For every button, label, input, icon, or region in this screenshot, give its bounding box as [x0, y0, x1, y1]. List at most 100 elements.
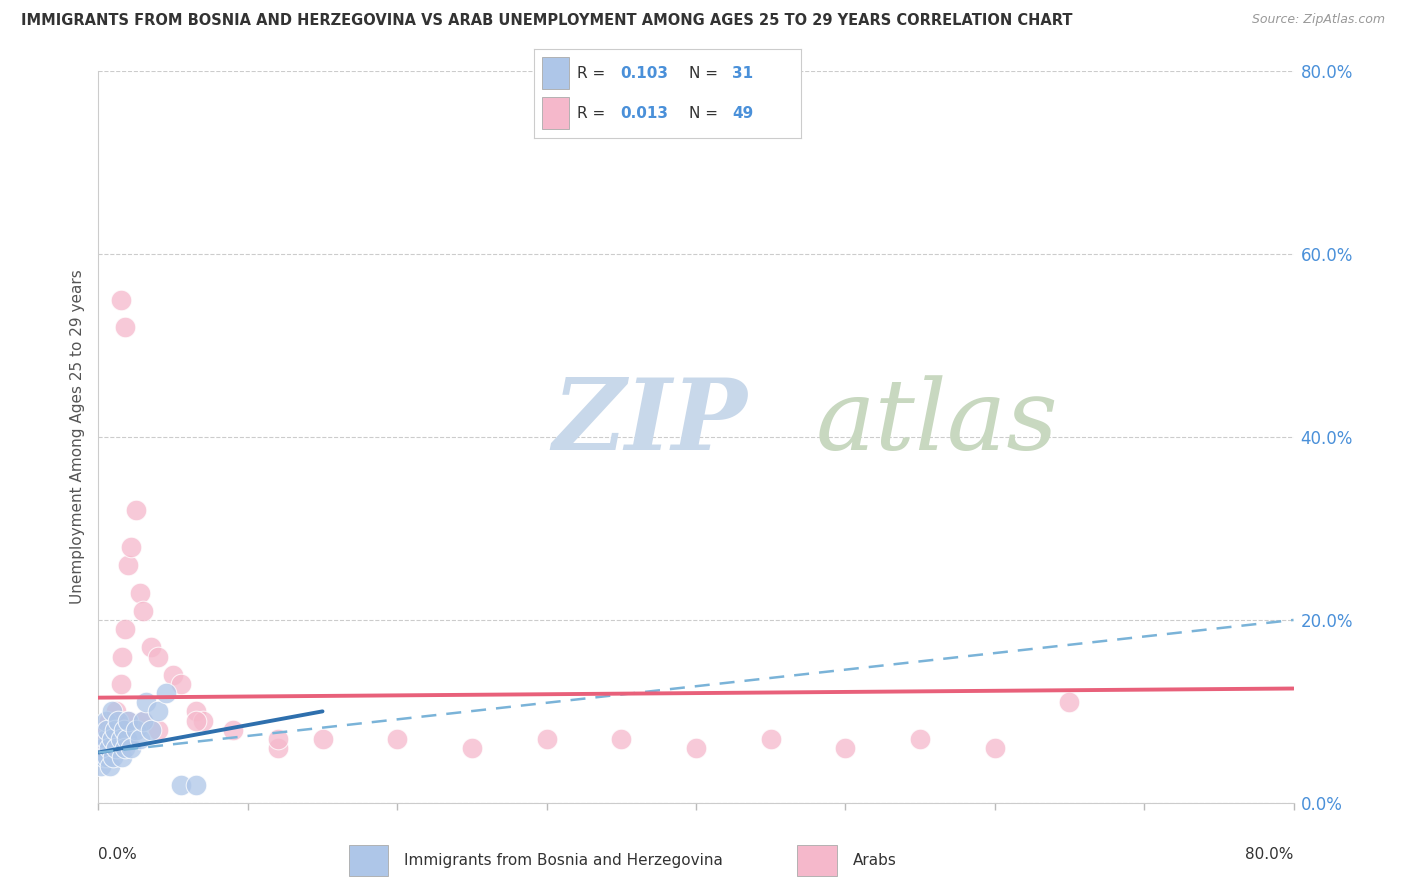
- Point: [114, 740, 136, 755]
- Point: [97, 714, 120, 728]
- Point: [104, 714, 127, 728]
- Text: 0.0%: 0.0%: [98, 847, 138, 862]
- Point: [139, 640, 162, 655]
- Point: [96, 750, 118, 764]
- Point: [267, 740, 290, 755]
- Point: [90, 740, 112, 755]
- Point: [112, 723, 135, 737]
- Point: [222, 723, 245, 737]
- Text: N =: N =: [689, 106, 723, 120]
- Point: [685, 740, 707, 755]
- Point: [162, 667, 184, 681]
- Point: [117, 714, 139, 728]
- Point: [148, 723, 170, 737]
- Text: R =: R =: [576, 106, 610, 120]
- Point: [610, 731, 633, 746]
- Text: Arabs: Arabs: [852, 854, 897, 868]
- Point: [110, 731, 132, 746]
- FancyBboxPatch shape: [797, 846, 837, 876]
- Point: [834, 740, 856, 755]
- Point: [111, 649, 134, 664]
- Text: 0.013: 0.013: [620, 106, 668, 120]
- Point: [184, 777, 207, 792]
- Point: [135, 695, 157, 709]
- Point: [129, 585, 152, 599]
- Text: 80.0%: 80.0%: [1246, 847, 1294, 862]
- Point: [132, 714, 155, 728]
- Point: [536, 731, 558, 746]
- Point: [132, 604, 155, 618]
- Point: [100, 759, 122, 773]
- Point: [129, 731, 152, 746]
- Point: [148, 705, 170, 719]
- Point: [110, 293, 132, 307]
- Point: [96, 723, 118, 737]
- Point: [114, 320, 136, 334]
- Point: [108, 723, 131, 737]
- Point: [148, 649, 170, 664]
- Text: atlas: atlas: [815, 375, 1059, 470]
- Point: [105, 705, 128, 719]
- Point: [139, 723, 162, 737]
- Point: [125, 503, 148, 517]
- Point: [111, 750, 134, 764]
- Point: [97, 740, 120, 755]
- Point: [94, 714, 117, 728]
- Point: [155, 686, 177, 700]
- Point: [461, 740, 484, 755]
- Point: [103, 731, 125, 746]
- Text: Source: ZipAtlas.com: Source: ZipAtlas.com: [1251, 13, 1385, 27]
- Point: [111, 723, 134, 737]
- Text: ZIP: ZIP: [553, 375, 748, 471]
- Point: [759, 731, 782, 746]
- Point: [107, 731, 129, 746]
- Text: 49: 49: [733, 106, 754, 120]
- Point: [101, 731, 124, 746]
- Point: [90, 759, 112, 773]
- Point: [120, 540, 142, 554]
- Point: [169, 677, 191, 691]
- Text: 0.103: 0.103: [620, 66, 668, 80]
- Point: [101, 723, 124, 737]
- Point: [1059, 695, 1081, 709]
- Text: N =: N =: [689, 66, 723, 80]
- Point: [96, 731, 118, 746]
- Point: [191, 714, 214, 728]
- Point: [107, 714, 129, 728]
- Point: [184, 705, 207, 719]
- Text: R =: R =: [576, 66, 610, 80]
- Point: [104, 723, 127, 737]
- Point: [105, 731, 128, 746]
- Point: [91, 731, 114, 746]
- Text: IMMIGRANTS FROM BOSNIA AND HERZEGOVINA VS ARAB UNEMPLOYMENT AMONG AGES 25 TO 29 : IMMIGRANTS FROM BOSNIA AND HERZEGOVINA V…: [21, 13, 1073, 29]
- Point: [93, 750, 115, 764]
- Point: [311, 731, 333, 746]
- Point: [125, 723, 148, 737]
- Point: [184, 714, 207, 728]
- Point: [267, 731, 290, 746]
- Point: [117, 714, 139, 728]
- Point: [120, 740, 142, 755]
- Point: [105, 740, 128, 755]
- Y-axis label: Unemployment Among Ages 25 to 29 years: Unemployment Among Ages 25 to 29 years: [70, 269, 86, 605]
- Point: [169, 777, 191, 792]
- Text: 31: 31: [733, 66, 754, 80]
- Point: [101, 723, 124, 737]
- Point: [115, 731, 138, 746]
- Text: Immigrants from Bosnia and Herzegovina: Immigrants from Bosnia and Herzegovina: [404, 854, 723, 868]
- Point: [97, 731, 120, 746]
- Point: [114, 622, 136, 636]
- FancyBboxPatch shape: [349, 846, 388, 876]
- Point: [110, 677, 132, 691]
- Point: [117, 558, 139, 573]
- Point: [94, 731, 117, 746]
- Point: [94, 723, 117, 737]
- Point: [984, 740, 1007, 755]
- FancyBboxPatch shape: [543, 57, 569, 89]
- Point: [93, 740, 115, 755]
- Point: [908, 731, 931, 746]
- Point: [100, 740, 122, 755]
- Point: [132, 714, 155, 728]
- Point: [103, 750, 125, 764]
- FancyBboxPatch shape: [543, 97, 569, 129]
